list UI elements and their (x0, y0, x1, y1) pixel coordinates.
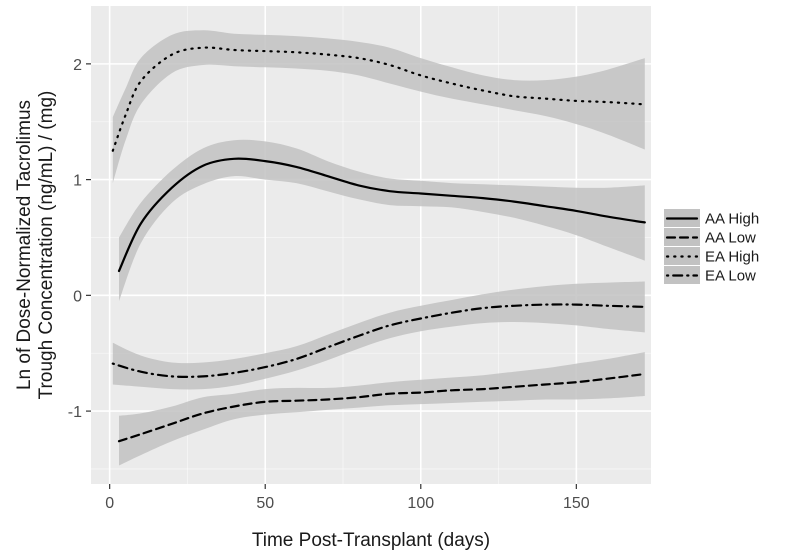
legend-label-ea-low: EA Low (705, 268, 756, 285)
y-axis: -1 0 1 2 (68, 57, 91, 421)
line-aa-high (117, 157, 646, 273)
legend-label-aa-low: AA Low (705, 230, 756, 247)
x-tick-label: 100 (407, 495, 434, 512)
line-aa-low (117, 372, 646, 443)
series-lines (111, 46, 646, 443)
line-ea-low (111, 303, 646, 378)
y-tick-label: 0 (73, 288, 82, 305)
ribbon-ea-low (112, 281, 645, 390)
y-tick-label: 1 (73, 173, 82, 190)
x-tick-label: 50 (256, 495, 274, 512)
x-axis-title: Time Post-Transplant (days) (252, 530, 490, 551)
y-axis-title: Ln of Dose-Normalized TacrolimusTrough C… (14, 91, 57, 400)
line-ea-high (111, 46, 646, 152)
y-axis-title-line: Trough Concentration (ng/mL) / (mg) (36, 91, 57, 400)
x-tick-label: 150 (563, 495, 590, 512)
legend-label-ea-high: EA High (705, 249, 759, 266)
x-axis: 0 50 100 150 (105, 484, 590, 512)
ribbon-aa-high (119, 139, 645, 302)
y-axis-title-line: Ln of Dose-Normalized Tacrolimus (14, 100, 35, 390)
y-tick-label: 2 (73, 57, 82, 74)
y-tick-label: -1 (68, 404, 82, 421)
ribbon-ea-high (112, 30, 645, 184)
confidence-ribbons (112, 30, 645, 466)
x-tick-label: 0 (105, 495, 114, 512)
legend-label-aa-high: AA High (705, 211, 759, 228)
legend: AA High AA Low EA High EA Low (664, 209, 759, 285)
ribbon-aa-low (119, 352, 645, 466)
